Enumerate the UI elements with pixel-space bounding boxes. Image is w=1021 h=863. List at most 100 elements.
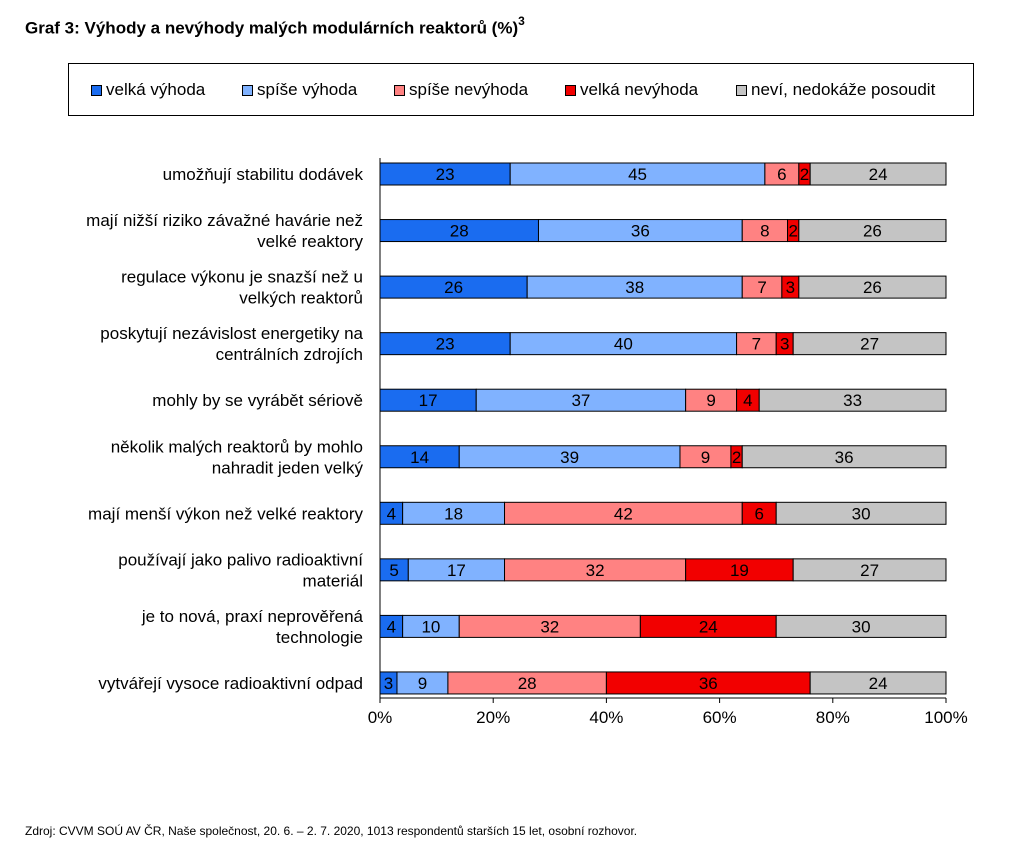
legend-label: velká výhoda — [106, 80, 206, 99]
chart-title-footnote: 3 — [518, 14, 525, 28]
data-label: 24 — [699, 617, 718, 636]
data-label: 4 — [387, 504, 396, 523]
legend-swatch — [394, 84, 405, 96]
data-label: 23 — [436, 335, 455, 354]
x-tick-label: 100% — [924, 708, 967, 727]
legend-swatch — [736, 84, 747, 96]
x-tick-label: 60% — [703, 708, 737, 727]
data-label: 26 — [863, 222, 882, 241]
data-label: 9 — [706, 391, 715, 410]
data-label: 37 — [571, 391, 590, 410]
data-label: 32 — [586, 561, 605, 580]
category-label: je to nová, praxí neprověřená technologie — [141, 607, 364, 647]
data-label: 23 — [436, 165, 455, 184]
bar-segment — [758, 388, 947, 412]
category-label-line: vytvářejí vysoce radioaktivní odpad — [98, 674, 363, 693]
category-label: mohly by se vyrábět sériově — [152, 391, 363, 410]
bar-segment — [798, 275, 947, 299]
category-label: používají jako palivo radioaktivní materi… — [118, 550, 363, 590]
data-label: 2 — [800, 165, 809, 184]
data-label: 6 — [777, 165, 786, 184]
bar-segment — [809, 671, 947, 695]
legend-item-spise-vyhoda: spíše výhoda — [242, 80, 358, 99]
data-label: 45 — [628, 165, 647, 184]
data-label: 17 — [447, 561, 466, 580]
category-label-line: mají menší výkon než velké reaktory — [88, 504, 363, 523]
bar-segment — [792, 558, 947, 582]
legend-item-velka-vyhoda: velká výhoda — [91, 80, 206, 99]
data-label: 10 — [421, 617, 440, 636]
category-label-line: velkých reaktorů — [239, 289, 363, 308]
data-label: 2 — [788, 222, 797, 241]
category-label-line: používají jako palivo radioaktivní — [118, 550, 363, 569]
data-label: 36 — [699, 674, 718, 693]
category-label-line: velké reaktory — [257, 232, 363, 251]
category-label: umožňují stabilitu dodávek — [163, 165, 364, 184]
category-label: vytvářejí vysoce radioaktivní odpad — [98, 674, 363, 693]
data-label: 28 — [518, 674, 537, 693]
legend-item-nevi: neví, nedokáže posoudit — [736, 80, 936, 99]
data-label: 19 — [730, 561, 749, 580]
data-label: 3 — [384, 674, 393, 693]
data-label: 9 — [701, 448, 710, 467]
legend-swatch — [242, 84, 253, 96]
bar-segment — [792, 332, 947, 356]
data-label: 3 — [786, 278, 795, 297]
category-label-line: poskytují nezávislost energetiky na — [100, 324, 363, 343]
data-label: 30 — [852, 504, 871, 523]
legend-label: velká nevýhoda — [580, 80, 699, 99]
category-label-line: materiál — [303, 571, 363, 590]
data-label: 4 — [743, 391, 752, 410]
category-label: regulace výkonu je snazší než u velkých r… — [121, 268, 363, 308]
category-label-line: mají nižší riziko závažné havárie než — [86, 211, 363, 230]
data-label: 27 — [860, 561, 879, 580]
chart-title-text: Graf 3: Výhody a nevýhody malých modulár… — [25, 18, 519, 38]
bar-segment — [741, 445, 947, 469]
category-label-line: technologie — [276, 628, 363, 647]
x-tick-label: 20% — [476, 708, 510, 727]
category-label: mají menší výkon než velké reaktory — [88, 504, 363, 523]
data-label: 17 — [419, 391, 438, 410]
bar-segment — [809, 162, 947, 186]
bar-segment — [775, 614, 947, 638]
data-label: 8 — [760, 222, 769, 241]
data-label: 28 — [450, 222, 469, 241]
x-tick-label: 80% — [816, 708, 850, 727]
data-label: 7 — [757, 278, 766, 297]
x-tick-label: 0% — [368, 708, 393, 727]
chart-title: Graf 3: Výhody a nevýhody malých modulár… — [25, 14, 525, 39]
legend-swatch — [565, 84, 576, 96]
data-label: 4 — [387, 617, 396, 636]
category-label: mají nižší riziko závažné havárie než vel… — [86, 211, 363, 251]
bar-segment — [775, 501, 947, 525]
data-label: 5 — [389, 561, 398, 580]
data-label: 9 — [418, 674, 427, 693]
category-label-line: umožňují stabilitu dodávek — [163, 165, 364, 184]
data-label: 38 — [625, 278, 644, 297]
legend-item-velka-nevyhoda: velká nevýhoda — [565, 80, 699, 99]
category-label: poskytují nezávislost energetiky na centr… — [100, 324, 363, 364]
data-label: 40 — [614, 335, 633, 354]
data-label: 26 — [444, 278, 463, 297]
data-label: 3 — [780, 335, 789, 354]
data-label: 42 — [614, 504, 633, 523]
category-label-line: je to nová, praxí neprověřená — [141, 607, 364, 626]
legend-item-spise-nevyhoda: spíše nevýhoda — [394, 80, 529, 99]
data-label: 7 — [752, 335, 761, 354]
legend-swatch — [91, 84, 102, 96]
legend-label: spíše výhoda — [257, 80, 358, 99]
legend-label: spíše nevýhoda — [409, 80, 529, 99]
category-label-line: centrálních zdrojích — [216, 345, 363, 364]
category-label: několik malých reaktorů by mohlo nahradit… — [111, 437, 364, 477]
data-label: 30 — [852, 617, 871, 636]
data-label: 39 — [560, 448, 579, 467]
data-label: 6 — [754, 504, 763, 523]
data-label: 33 — [843, 391, 862, 410]
x-tick-label: 40% — [589, 708, 623, 727]
data-label: 32 — [540, 617, 559, 636]
category-label-line: nahradit jeden velký — [212, 458, 364, 477]
legend-label: neví, nedokáže posoudit — [751, 80, 936, 99]
data-label: 36 — [835, 448, 854, 467]
category-label-line: mohly by se vyrábět sériově — [152, 391, 363, 410]
